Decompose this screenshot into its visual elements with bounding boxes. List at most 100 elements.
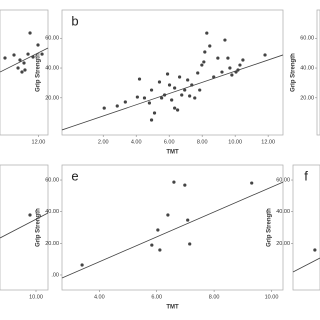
- y-axis-title: Grip Strength: [36, 208, 42, 247]
- point: [31, 55, 35, 59]
- point: [12, 53, 16, 57]
- point: [20, 70, 24, 74]
- point: [208, 44, 212, 48]
- y-tick-label: 40.00: [45, 65, 59, 71]
- point: [149, 88, 154, 92]
- y-tick-label: 40.00: [276, 209, 290, 215]
- y-tick-label: 60.00: [45, 177, 59, 183]
- y-tick-label: 40.00: [45, 209, 59, 215]
- point: [198, 88, 202, 92]
- point: [147, 101, 152, 105]
- x-tick-label: 10.00: [228, 139, 242, 145]
- plot-frame: [61, 9, 284, 136]
- point: [115, 104, 119, 108]
- point: [3, 56, 7, 60]
- plot-frame: [0, 164, 49, 291]
- point: [241, 58, 245, 62]
- point: [102, 106, 106, 110]
- panel-letter: b: [71, 13, 78, 28]
- point: [196, 71, 200, 75]
- point: [149, 118, 154, 122]
- y-tick-label: 40.00: [300, 65, 314, 71]
- point: [16, 66, 20, 70]
- x-tick-label: 8.00: [197, 139, 208, 145]
- point: [220, 70, 224, 74]
- x-tick-label: 2.00: [98, 139, 109, 145]
- point: [156, 228, 160, 232]
- point: [173, 86, 177, 90]
- point: [200, 63, 204, 67]
- y-axis-title: Grip Strength: [267, 208, 273, 247]
- point: [183, 88, 187, 92]
- point: [157, 80, 162, 84]
- panel-letter: e: [71, 168, 78, 183]
- y-tick-label: 20.00: [276, 241, 290, 247]
- point: [135, 95, 139, 99]
- fit-line: [61, 181, 284, 279]
- fit-line: [0, 47, 49, 73]
- y-tick-label: 60.00: [276, 177, 290, 183]
- point: [250, 181, 254, 185]
- point: [26, 52, 30, 56]
- point: [234, 70, 238, 74]
- plot-frame: [316, 9, 320, 136]
- panel-letter: f: [304, 168, 308, 183]
- point: [188, 242, 192, 246]
- point: [236, 68, 240, 72]
- point: [36, 43, 40, 47]
- x-tick-label: 6.00: [164, 139, 175, 145]
- point: [176, 108, 180, 112]
- point: [23, 68, 27, 72]
- point: [205, 31, 209, 35]
- x-tick-label: 12.00: [261, 139, 275, 145]
- point: [160, 96, 164, 100]
- point: [165, 72, 170, 76]
- point: [190, 83, 194, 87]
- point: [177, 75, 182, 79]
- point: [123, 100, 127, 104]
- fit-line: [61, 54, 284, 131]
- point: [226, 56, 230, 60]
- point: [180, 93, 184, 97]
- point: [28, 31, 32, 35]
- point: [172, 180, 176, 184]
- y-tick-label: 60.00: [300, 36, 314, 42]
- fit-line: [0, 212, 49, 239]
- point: [18, 58, 22, 62]
- y-tick-label: .00: [51, 272, 59, 278]
- point: [162, 93, 167, 97]
- plot-frame: [0, 9, 49, 136]
- point: [152, 111, 157, 115]
- fit-line: [292, 257, 320, 273]
- x-tick-label: 10.00: [29, 294, 43, 300]
- point: [40, 52, 44, 56]
- point: [183, 183, 187, 187]
- y-axis-title: Grip Strength: [36, 53, 42, 92]
- plot-frame: [61, 164, 284, 291]
- point: [186, 218, 190, 222]
- x-tick-label: 8.00: [209, 294, 220, 300]
- point: [202, 60, 206, 64]
- y-tick-label: 20.00: [45, 95, 59, 101]
- point: [313, 248, 317, 252]
- point: [137, 77, 142, 81]
- point: [150, 243, 154, 247]
- point: [28, 213, 32, 217]
- y-tick-label: 60.00: [45, 36, 59, 42]
- x-tick-label: 12.00: [32, 139, 46, 145]
- x-tick-label: 6.00: [151, 294, 162, 300]
- x-tick-label: 4.00: [94, 294, 105, 300]
- point: [193, 96, 197, 100]
- point: [186, 78, 190, 82]
- point: [238, 63, 242, 67]
- point: [203, 50, 207, 54]
- x-tick-label: 4.00: [131, 139, 142, 145]
- point: [142, 96, 147, 100]
- y-tick-label: 20.00: [300, 95, 314, 101]
- point: [166, 213, 170, 217]
- point: [263, 53, 267, 57]
- point: [158, 248, 162, 252]
- x-axis-title: TMT: [166, 305, 179, 311]
